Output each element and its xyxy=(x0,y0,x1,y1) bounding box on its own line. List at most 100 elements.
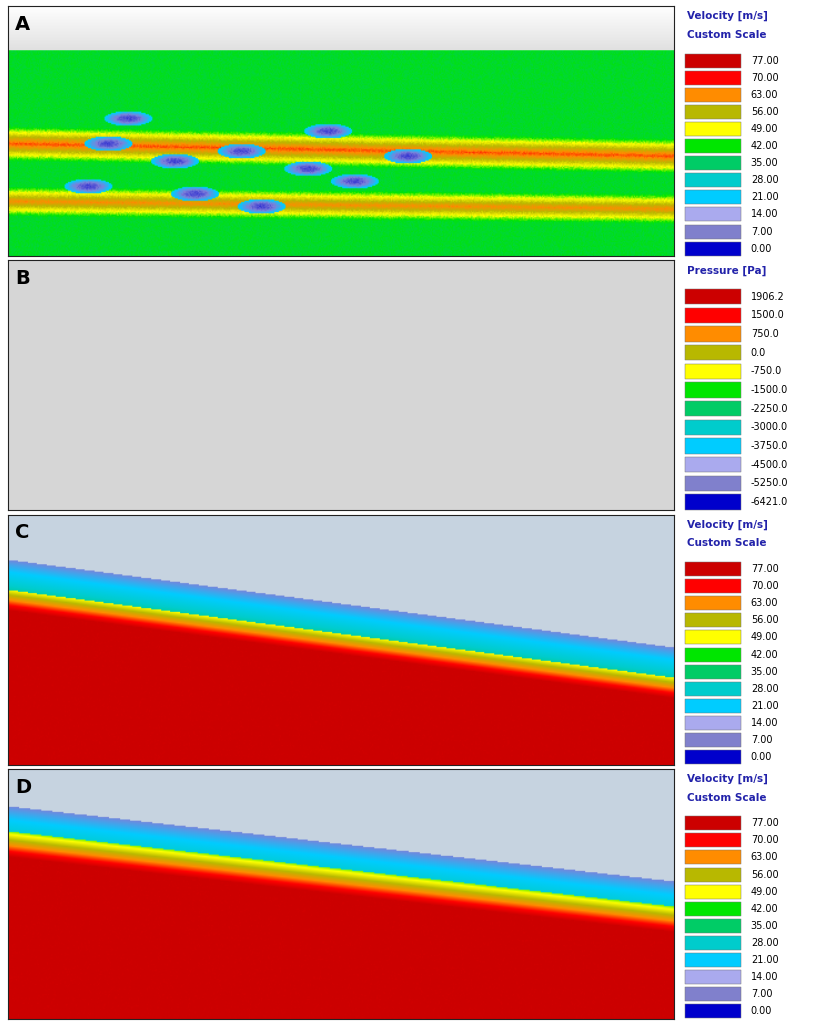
Text: 63.00: 63.00 xyxy=(750,599,777,608)
Text: 0.00: 0.00 xyxy=(750,244,772,253)
Bar xyxy=(684,173,741,188)
Text: Custom Scale: Custom Scale xyxy=(686,30,765,40)
Bar xyxy=(684,401,741,416)
Bar xyxy=(684,457,741,473)
Text: 77.00: 77.00 xyxy=(750,55,777,66)
Text: A: A xyxy=(15,15,30,34)
Bar xyxy=(684,476,741,491)
Text: 49.00: 49.00 xyxy=(750,124,777,134)
Text: 14.00: 14.00 xyxy=(750,972,777,982)
Text: 70.00: 70.00 xyxy=(750,73,777,83)
Bar xyxy=(684,733,741,747)
Text: 77.00: 77.00 xyxy=(750,818,777,828)
Bar xyxy=(684,953,741,967)
Text: 49.00: 49.00 xyxy=(750,632,777,643)
Bar xyxy=(684,156,741,170)
Bar xyxy=(684,987,741,1001)
Bar xyxy=(684,816,741,830)
Text: 750.0: 750.0 xyxy=(750,329,777,339)
Text: 42.00: 42.00 xyxy=(750,904,777,913)
Bar xyxy=(684,902,741,915)
Bar xyxy=(684,71,741,85)
Bar xyxy=(684,562,741,576)
Text: 70.00: 70.00 xyxy=(750,581,777,591)
Bar xyxy=(684,750,741,764)
Bar xyxy=(684,105,741,119)
Text: 1906.2: 1906.2 xyxy=(750,292,783,301)
Bar xyxy=(684,664,741,679)
Bar xyxy=(684,345,741,361)
Text: 49.00: 49.00 xyxy=(750,887,777,897)
Bar xyxy=(684,364,741,379)
Text: D: D xyxy=(15,778,31,796)
Text: 77.00: 77.00 xyxy=(750,564,777,574)
Text: C: C xyxy=(15,524,29,542)
Bar xyxy=(684,122,741,136)
Bar xyxy=(684,207,741,221)
Text: 21.00: 21.00 xyxy=(750,955,777,965)
Bar xyxy=(684,613,741,627)
Text: 56.00: 56.00 xyxy=(750,615,777,625)
Text: 35.00: 35.00 xyxy=(750,666,777,676)
Bar xyxy=(684,699,741,712)
Text: 63.00: 63.00 xyxy=(750,90,777,99)
Text: -5250.0: -5250.0 xyxy=(750,479,788,488)
Text: Custom Scale: Custom Scale xyxy=(686,792,765,803)
Bar xyxy=(684,88,741,101)
Bar xyxy=(684,308,741,323)
Text: -3750.0: -3750.0 xyxy=(750,441,788,451)
Bar xyxy=(684,579,741,593)
Bar xyxy=(684,630,741,645)
Text: 42.00: 42.00 xyxy=(750,141,777,151)
Text: 28.00: 28.00 xyxy=(750,938,777,948)
Bar xyxy=(684,936,741,950)
Text: -6421.0: -6421.0 xyxy=(750,497,788,507)
Text: Pressure [Pa]: Pressure [Pa] xyxy=(686,265,765,276)
Bar xyxy=(684,191,741,204)
Bar xyxy=(684,885,741,899)
Text: 35.00: 35.00 xyxy=(750,158,777,168)
Text: 21.00: 21.00 xyxy=(750,701,777,710)
Text: 7.00: 7.00 xyxy=(750,227,772,237)
Bar xyxy=(684,224,741,239)
Text: Velocity [m/s]: Velocity [m/s] xyxy=(686,520,767,530)
Text: 0.0: 0.0 xyxy=(750,347,765,358)
Text: 7.00: 7.00 xyxy=(750,735,772,745)
Bar xyxy=(684,597,741,610)
Bar xyxy=(684,494,741,509)
Text: 1500.0: 1500.0 xyxy=(750,311,783,321)
Bar xyxy=(684,289,741,304)
Text: 56.00: 56.00 xyxy=(750,869,777,879)
Bar xyxy=(684,382,741,398)
Text: Velocity [m/s]: Velocity [m/s] xyxy=(686,774,767,784)
Text: -1500.0: -1500.0 xyxy=(750,385,788,395)
Bar xyxy=(684,833,741,848)
Text: 14.00: 14.00 xyxy=(750,718,777,728)
Bar xyxy=(684,419,741,435)
Bar xyxy=(684,53,741,68)
Bar xyxy=(684,851,741,864)
Text: 63.00: 63.00 xyxy=(750,853,777,862)
Text: -4500.0: -4500.0 xyxy=(750,459,788,469)
Text: 28.00: 28.00 xyxy=(750,684,777,694)
Text: 35.00: 35.00 xyxy=(750,920,777,931)
Text: Custom Scale: Custom Scale xyxy=(686,538,765,548)
Text: -2250.0: -2250.0 xyxy=(750,404,788,414)
Bar xyxy=(684,648,741,661)
Bar xyxy=(684,326,741,341)
Bar xyxy=(684,439,741,454)
Text: Velocity [m/s]: Velocity [m/s] xyxy=(686,11,767,22)
Text: 42.00: 42.00 xyxy=(750,650,777,659)
Bar xyxy=(684,918,741,933)
Text: 0.00: 0.00 xyxy=(750,1007,772,1016)
Text: 70.00: 70.00 xyxy=(750,835,777,846)
Text: -3000.0: -3000.0 xyxy=(750,422,787,433)
Text: B: B xyxy=(15,270,30,288)
Text: 21.00: 21.00 xyxy=(750,193,777,202)
Bar xyxy=(684,715,741,730)
Text: 56.00: 56.00 xyxy=(750,107,777,117)
Bar xyxy=(684,970,741,984)
Text: 14.00: 14.00 xyxy=(750,209,777,219)
Bar xyxy=(684,682,741,696)
Bar xyxy=(684,139,741,153)
